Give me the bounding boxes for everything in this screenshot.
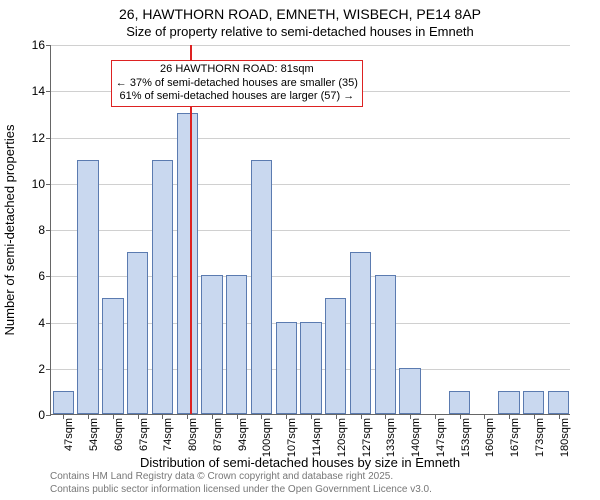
y-tick-mark — [46, 276, 51, 277]
x-tick-label: 153sqm — [460, 418, 472, 457]
page-title: 26, HAWTHORN ROAD, EMNETH, WISBECH, PE14… — [0, 6, 600, 22]
y-tick-mark — [46, 230, 51, 231]
annotation-line-2: ← 37% of semi-detached houses are smalle… — [116, 77, 358, 91]
gridline — [51, 138, 570, 139]
x-tick-label: 160sqm — [484, 418, 496, 457]
x-tick-label: 74sqm — [162, 418, 174, 451]
histogram-bar — [375, 275, 396, 414]
histogram-bar — [177, 113, 198, 414]
x-tick-label: 54sqm — [88, 418, 100, 451]
histogram-bar — [350, 252, 371, 414]
y-tick-label: 4 — [38, 316, 45, 330]
x-tick-label: 140sqm — [410, 418, 422, 457]
histogram-bar — [548, 391, 569, 414]
histogram-bar — [449, 391, 470, 414]
y-tick-label: 14 — [32, 84, 45, 98]
footer-line-1: Contains HM Land Registry data © Crown c… — [50, 471, 432, 484]
y-tick-label: 2 — [38, 362, 45, 376]
annotation-line-1: 26 HAWTHORN ROAD: 81sqm — [116, 63, 358, 77]
x-tick-label: 120sqm — [336, 418, 348, 457]
attribution-footer: Contains HM Land Registry data © Crown c… — [50, 471, 432, 496]
x-tick-label: 167sqm — [509, 418, 521, 457]
histogram-bar — [102, 298, 123, 414]
x-tick-label: 80sqm — [187, 418, 199, 451]
y-tick-label: 6 — [38, 269, 45, 283]
y-tick-label: 0 — [38, 408, 45, 422]
x-tick-label: 107sqm — [286, 418, 298, 457]
histogram-bar — [77, 160, 98, 414]
y-axis-label: Number of semi-detached properties — [2, 125, 17, 336]
x-axis-label: Distribution of semi-detached houses by … — [0, 455, 600, 470]
y-tick-mark — [46, 184, 51, 185]
histogram-bar — [498, 391, 519, 414]
x-tick-label: 87sqm — [212, 418, 224, 451]
x-tick-label: 147sqm — [435, 418, 447, 457]
x-tick-label: 133sqm — [385, 418, 397, 457]
y-tick-mark — [46, 45, 51, 46]
histogram-bar — [523, 391, 544, 414]
annotation-box: 26 HAWTHORN ROAD: 81sqm← 37% of semi-det… — [111, 60, 363, 107]
gridline — [51, 45, 570, 46]
x-tick-label: 47sqm — [63, 418, 75, 451]
x-tick-label: 67sqm — [138, 418, 150, 451]
x-tick-label: 100sqm — [261, 418, 273, 457]
x-tick-label: 173sqm — [534, 418, 546, 457]
histogram-bar — [201, 275, 222, 414]
histogram-bar — [399, 368, 420, 414]
histogram-bar — [226, 275, 247, 414]
gridline — [51, 184, 570, 185]
histogram-bar — [300, 322, 321, 415]
x-tick-label: 114sqm — [311, 418, 323, 456]
x-tick-label: 180sqm — [559, 418, 571, 457]
y-tick-label: 8 — [38, 223, 45, 237]
x-tick-label: 127sqm — [361, 418, 373, 457]
histogram-bar — [251, 160, 272, 414]
histogram-bar — [53, 391, 74, 414]
y-tick-label: 10 — [32, 177, 45, 191]
y-tick-label: 12 — [32, 131, 45, 145]
histogram-plot: 024681012141647sqm54sqm60sqm67sqm74sqm80… — [50, 45, 570, 415]
histogram-bar — [325, 298, 346, 414]
gridline — [51, 230, 570, 231]
y-tick-mark — [46, 323, 51, 324]
y-tick-mark — [46, 369, 51, 370]
x-tick-label: 60sqm — [113, 418, 125, 451]
x-tick-label: 94sqm — [237, 418, 249, 451]
annotation-line-3: 61% of semi-detached houses are larger (… — [116, 90, 358, 104]
page-subtitle: Size of property relative to semi-detach… — [0, 24, 600, 39]
histogram-bar — [127, 252, 148, 414]
footer-line-2: Contains public sector information licen… — [50, 484, 432, 497]
y-tick-mark — [46, 91, 51, 92]
y-tick-mark — [46, 415, 51, 416]
histogram-bar — [276, 322, 297, 415]
y-tick-mark — [46, 138, 51, 139]
y-tick-label: 16 — [32, 38, 45, 52]
histogram-bar — [152, 160, 173, 414]
